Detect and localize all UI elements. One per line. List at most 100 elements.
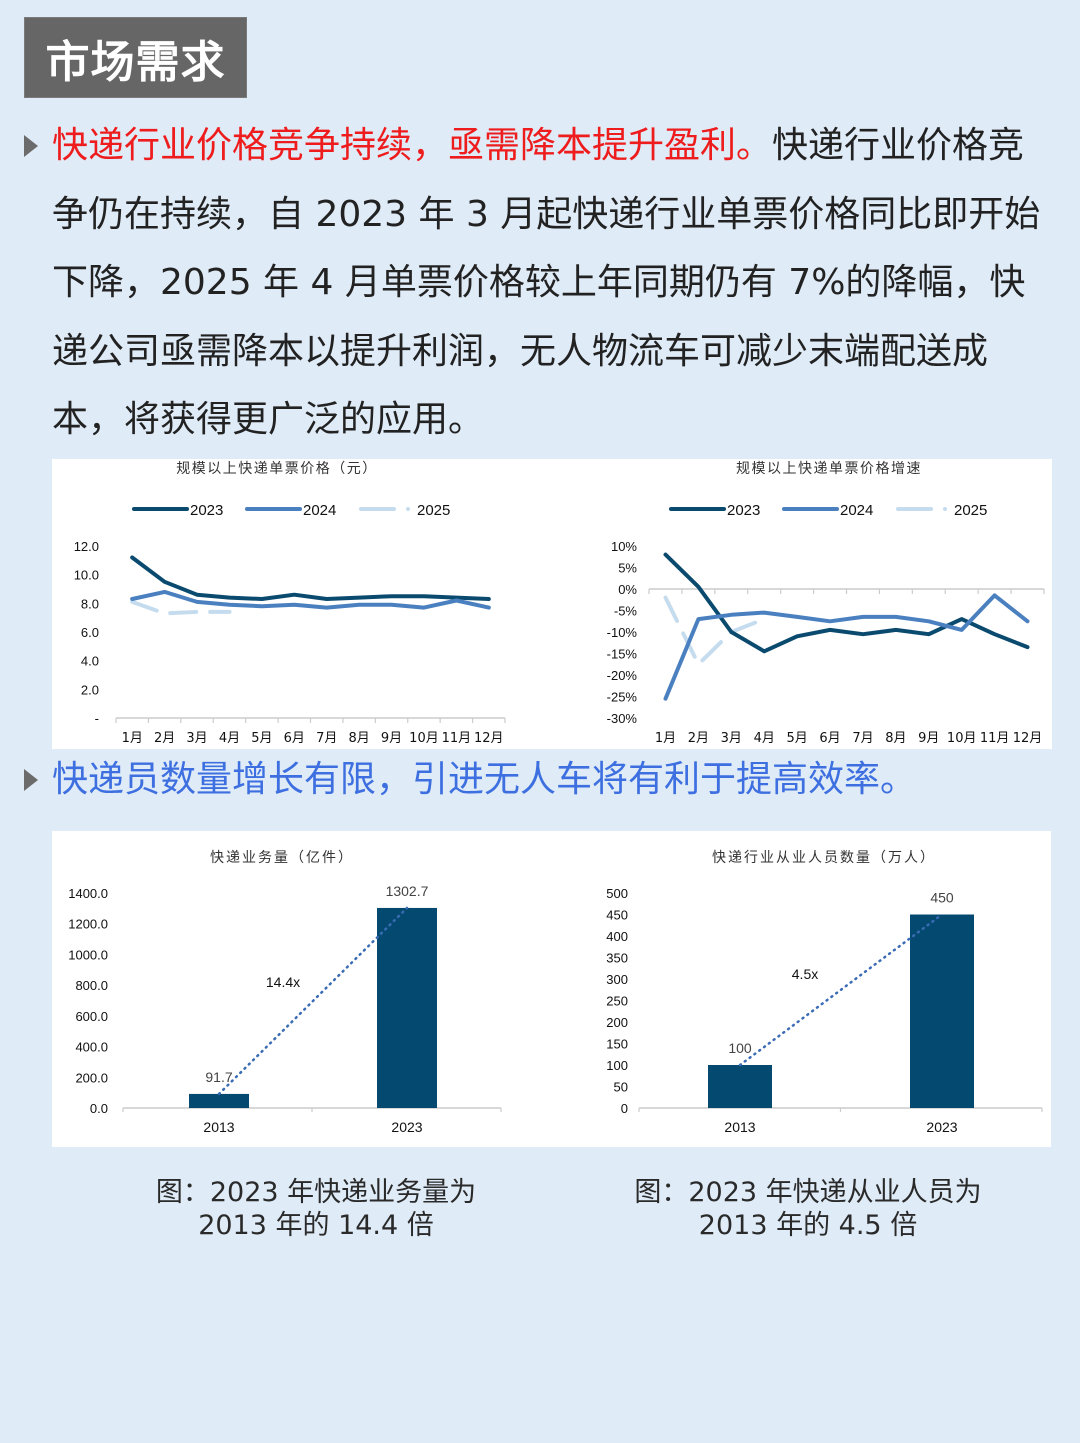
- svg-text:2023: 2023: [727, 502, 760, 519]
- x-tick: 2月: [688, 731, 709, 746]
- y-tick: 1000.0: [68, 947, 108, 962]
- svg-text:2024: 2024: [840, 502, 873, 519]
- y-tick: -: [95, 711, 99, 726]
- chart-title: 规模以上快递单票价格增速: [736, 461, 922, 477]
- y-tick: 400.0: [75, 1040, 108, 1055]
- y-tick: 200.0: [75, 1070, 108, 1085]
- x-tick: 12月: [474, 731, 504, 746]
- x-tick: 3月: [721, 731, 742, 746]
- series-line-2025: [663, 595, 767, 667]
- x-tick: 12月: [1013, 731, 1043, 746]
- x-tick: 7月: [316, 731, 337, 746]
- bar-value-label: 450: [930, 890, 954, 906]
- y-tick: 200: [606, 1015, 628, 1030]
- y-tick: -20%: [607, 668, 638, 683]
- bar-value-label: 91.7: [205, 1069, 232, 1085]
- volume-staff-bar-charts: 快递业务量（亿件）1400.01200.01000.0800.0600.0400…: [68, 850, 1043, 1135]
- growth-annotation: 4.5x: [792, 966, 818, 982]
- chart-title: 规模以上快递单票价格（元）: [176, 461, 378, 477]
- body-text: 快递行业价格竞争仍在持续，自 2023 年 3 月起快递行业单票价格同比即开始下…: [52, 125, 1041, 440]
- svg-text:2023: 2023: [190, 502, 223, 519]
- line-chart: 规模以上快递单票价格增速 2023 2024 2025 10% 5% 0% -5% -10% -1…: [607, 461, 1045, 746]
- caption-left: 图：2023 年快递业务量为 2013 年的 14.4 倍: [116, 1176, 516, 1242]
- x-tick: 1月: [122, 731, 143, 746]
- svg-text:2025: 2025: [954, 502, 987, 519]
- caption-left-line2: 2013 年的 14.4 倍: [198, 1210, 434, 1241]
- y-tick: 150: [606, 1037, 628, 1052]
- bar-2013: [708, 1065, 772, 1108]
- legend-item-2023: 2023: [132, 502, 223, 519]
- y-tick: 400: [606, 929, 628, 944]
- svg-text:2024: 2024: [303, 502, 336, 519]
- y-tick: 12.0: [74, 539, 99, 554]
- y-tick: 10.0: [74, 568, 99, 583]
- bar-2023: [910, 914, 974, 1108]
- x-tick: 10月: [409, 731, 439, 746]
- x-tick: 11月: [980, 731, 1010, 746]
- growth-trend-line: [217, 906, 409, 1096]
- x-tick: 2月: [154, 731, 175, 746]
- x-tick: 10月: [947, 731, 977, 746]
- y-tick: 250: [606, 994, 628, 1009]
- y-tick: 500: [606, 886, 628, 901]
- y-tick: 4.0: [81, 654, 99, 669]
- bar-2013: [189, 1093, 249, 1108]
- caption-right: 图：2023 年快递从业人员为 2013 年的 4.5 倍: [608, 1176, 1008, 1242]
- legend-item-2025: 2025: [896, 502, 987, 519]
- series-line-2023: [663, 552, 1030, 654]
- x-tick: 2013: [724, 1119, 755, 1135]
- x-tick: 5月: [251, 731, 272, 746]
- y-tick: 600.0: [75, 1009, 108, 1024]
- x-tick: 9月: [918, 731, 939, 746]
- svg-text:2025: 2025: [417, 502, 450, 519]
- x-tick: 9月: [381, 731, 402, 746]
- section-title: 市场需求: [24, 17, 247, 98]
- series-line-2024: [130, 589, 491, 610]
- y-tick: 6.0: [81, 625, 99, 640]
- price-line-charts: 规模以上快递单票价格（元） 2023 2024 2025 12.0 10.0 8.0 6.0 4…: [74, 461, 1045, 746]
- y-tick: 2.0: [81, 682, 99, 697]
- bullet-triangle-icon: [24, 135, 38, 157]
- y-tick: 5%: [618, 561, 637, 576]
- caption-left-line1: 图：2023 年快递业务量为: [155, 1177, 477, 1208]
- caption-right-line2: 2013 年的 4.5 倍: [698, 1210, 918, 1241]
- y-tick: -5%: [614, 604, 638, 619]
- x-tick: 4月: [219, 731, 240, 746]
- x-tick: 6月: [819, 731, 840, 746]
- y-tick: 350: [606, 951, 628, 966]
- series-line-2025: [130, 599, 232, 616]
- y-tick: 50: [614, 1080, 628, 1095]
- y-tick: -10%: [607, 625, 638, 640]
- x-tick: 2023: [926, 1119, 957, 1135]
- legend-item-2024: 2024: [245, 502, 336, 519]
- x-tick: 2023: [391, 1119, 422, 1135]
- y-tick: 10%: [611, 539, 637, 554]
- x-tick: 11月: [442, 731, 472, 746]
- y-tick: 800.0: [75, 978, 108, 993]
- legend-item-2024: 2024: [782, 502, 873, 519]
- y-tick: 1400.0: [68, 886, 108, 901]
- subheading: 快递员数量增长有限，引进无人车将有利于提高效率。: [52, 759, 917, 800]
- bar-value-label: 100: [728, 1040, 752, 1056]
- x-tick: 3月: [186, 731, 207, 746]
- y-tick: 450: [606, 908, 628, 923]
- x-tick: 8月: [348, 731, 369, 746]
- caption-right-line1: 图：2023 年快递从业人员为: [634, 1177, 982, 1208]
- bar-charts-panel: 快递业务量（亿件） 1400.0 1200.0 1000.0 800.0 600.0 400…: [52, 831, 1051, 1147]
- bar-value-label: 1302.7: [386, 883, 429, 899]
- bar-chart: 快递行业从业人员数量（万人）50045040035030025020015010…: [606, 850, 1043, 1135]
- x-tick: 8月: [885, 731, 906, 746]
- series-line-2023: [130, 555, 491, 601]
- y-tick: 0%: [618, 582, 637, 597]
- legend-item-2025: 2025: [359, 502, 450, 519]
- y-tick: 8.0: [81, 596, 99, 611]
- growth-annotation: 14.4x: [266, 974, 300, 990]
- y-tick: -15%: [607, 647, 638, 662]
- y-tick: -30%: [607, 711, 638, 726]
- x-tick: 5月: [786, 731, 807, 746]
- bar-2023: [377, 907, 437, 1108]
- x-tick: 1月: [655, 731, 676, 746]
- x-tick: 7月: [852, 731, 873, 746]
- highlight-text: 快递行业价格竞争持续，亟需降本提升盈利。: [52, 125, 773, 166]
- y-tick: 0: [621, 1101, 628, 1116]
